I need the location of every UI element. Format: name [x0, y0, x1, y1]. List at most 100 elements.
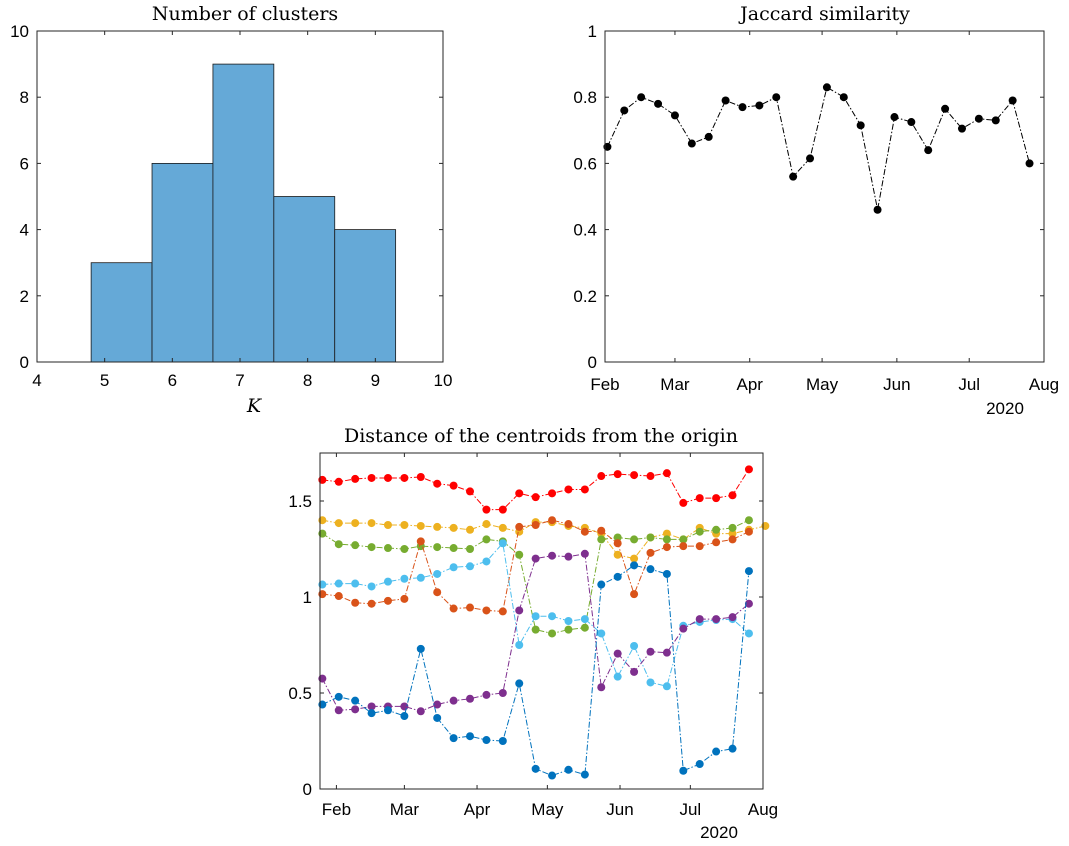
data-point [580, 527, 589, 536]
data-point [744, 567, 753, 576]
data-point [728, 535, 737, 544]
data-point [662, 535, 671, 544]
data-point [670, 111, 679, 120]
data-point [564, 520, 573, 529]
data-point [449, 696, 458, 705]
data-point [531, 493, 540, 502]
x-tick-label: Jul [679, 800, 701, 819]
chart2-title: Jaccard similarity [738, 3, 910, 25]
data-point [498, 539, 507, 548]
data-point [334, 477, 343, 486]
data-point [482, 736, 491, 745]
data-point [416, 537, 425, 546]
data-point [630, 554, 639, 563]
data-point [597, 526, 606, 535]
x-tick-label: Jun [606, 800, 633, 819]
data-point [662, 469, 671, 478]
data-point [433, 569, 442, 578]
data-point [383, 521, 392, 529]
data-point [564, 765, 573, 774]
data-point [515, 641, 524, 649]
data-point [695, 494, 704, 503]
chart2-year-label: 2020 [986, 399, 1024, 418]
data-point [630, 641, 639, 650]
data-point [531, 554, 540, 563]
data-point [654, 99, 663, 108]
series-line [322, 564, 750, 777]
chart1-xlabel: K [246, 395, 263, 417]
data-point [416, 521, 425, 530]
data-point [712, 538, 721, 547]
data-point [721, 96, 730, 105]
data-point [679, 498, 688, 507]
data-point [498, 689, 507, 697]
data-point [630, 590, 639, 599]
data-point [679, 624, 688, 633]
data-point [466, 603, 475, 612]
y-tick-label: 0 [588, 353, 597, 372]
data-point [515, 550, 524, 559]
data-point [646, 533, 655, 542]
data-point [367, 599, 376, 608]
histogram-bar [90, 262, 153, 363]
data-point [646, 548, 655, 557]
y-tick-label: 0 [20, 353, 29, 372]
data-point [548, 551, 557, 560]
data-point [597, 535, 606, 544]
data-point [449, 734, 458, 743]
x-tick-label: Mar [390, 800, 420, 819]
data-point [613, 550, 622, 559]
data-point [728, 613, 737, 622]
x-tick-label: 10 [434, 371, 453, 390]
series-line [322, 542, 750, 687]
y-tick-label: 4 [20, 221, 29, 240]
data-point [744, 527, 753, 536]
chart2-frame [604, 30, 1045, 363]
data-point [482, 557, 491, 566]
x-tick-label: Feb [590, 375, 619, 394]
data-point [334, 579, 343, 588]
data-point [806, 154, 815, 163]
chart3-plot [318, 465, 770, 780]
data-point [662, 543, 671, 552]
x-tick-label: Apr [736, 375, 763, 394]
data-point [597, 629, 606, 638]
data-point [498, 737, 507, 745]
chart2-plot [603, 83, 1034, 214]
data-point [564, 625, 573, 634]
data-point [416, 573, 425, 582]
chart1-frame [36, 30, 444, 363]
data-point [383, 706, 392, 715]
data-point [687, 139, 696, 148]
data-point [548, 771, 557, 780]
data-point [466, 487, 475, 496]
x-tick-label: May [531, 800, 564, 819]
data-point [334, 519, 343, 528]
data-point [662, 569, 671, 578]
data-point [466, 732, 475, 741]
chart2-ticks: Feb Mar Apr May Jun Jul Aug 0 0.2 0.4 0.6 0.8 1 [573, 22, 1059, 394]
y-tick-label: 0.5 [288, 684, 312, 703]
y-tick-label: 8 [20, 88, 29, 107]
data-point [449, 563, 458, 572]
data-point [433, 700, 442, 709]
data-point [738, 103, 747, 112]
data-point [482, 606, 491, 615]
data-point [482, 690, 491, 699]
data-point [646, 678, 655, 687]
data-point [433, 479, 442, 488]
data-point [367, 702, 376, 711]
data-point [728, 744, 737, 753]
data-point [564, 552, 573, 561]
data-point [728, 491, 737, 500]
y-tick-label: 1.5 [288, 492, 312, 511]
data-point [548, 516, 557, 525]
y-tick-label: 0.2 [573, 287, 597, 306]
data-point [679, 542, 688, 551]
data-point [548, 612, 557, 621]
data-point [613, 470, 622, 479]
chart3-ticks: Feb Mar Apr May Jun Jul Aug 0 0.5 1 1.5 [288, 453, 778, 819]
data-point [400, 545, 409, 553]
data-point [564, 617, 573, 625]
